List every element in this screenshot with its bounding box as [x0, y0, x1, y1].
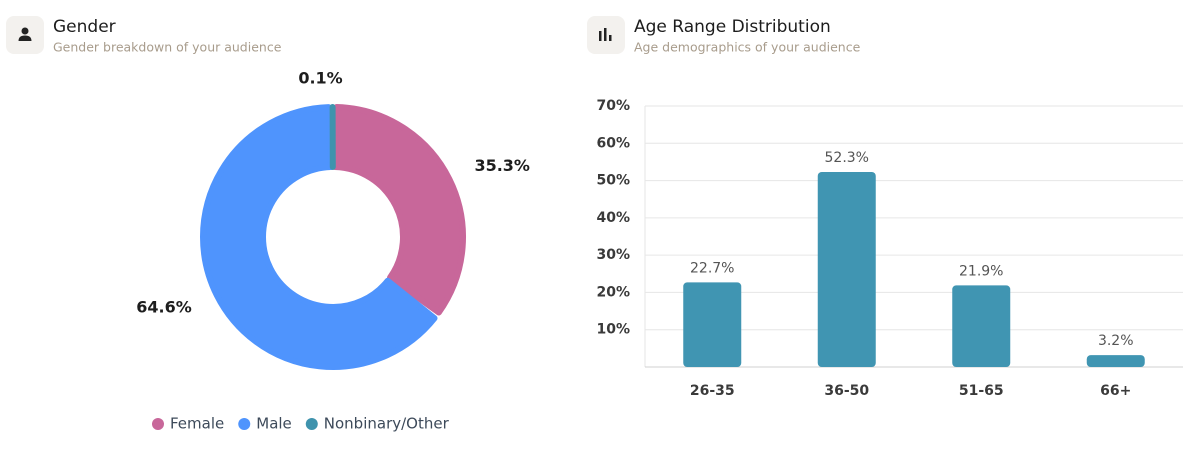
data-label: 0.1% [298, 69, 342, 88]
gender-icon-box [6, 16, 44, 54]
bar [683, 282, 742, 367]
legend-label: Nonbinary/Other [324, 415, 450, 433]
bar [817, 171, 876, 367]
legend-marker [238, 418, 251, 430]
donut-slice [200, 104, 438, 370]
legend-marker [152, 418, 164, 430]
y-tick-label: 50% [596, 173, 630, 189]
bar [952, 285, 1011, 367]
chart-title: Gender [53, 17, 116, 37]
y-tick-label: 30% [596, 247, 630, 263]
chart-subtitle: Age demographics of your audience [634, 40, 861, 55]
bar-icon [599, 28, 612, 41]
bar [1086, 355, 1145, 367]
y-tick-label: 40% [596, 210, 630, 226]
data-label: 3.2% [1098, 333, 1134, 349]
y-tick-label: 60% [596, 135, 630, 151]
data-label: 35.3% [474, 156, 530, 175]
person-icon [18, 27, 32, 41]
legend-label: Male [256, 415, 292, 433]
donut-slice [331, 104, 466, 316]
chart-subtitle: Gender breakdown of your audience [53, 40, 282, 55]
legend-marker [305, 418, 318, 430]
data-label: 21.9% [959, 263, 1003, 279]
data-label: 22.7% [690, 260, 734, 276]
chart-title: Age Range Distribution [634, 17, 831, 37]
data-label: 64.6% [136, 297, 192, 316]
x-tick-label: 66+ [1100, 383, 1131, 399]
y-tick-label: 70% [596, 98, 630, 114]
data-label: 52.3% [825, 150, 869, 166]
x-tick-label: 36-50 [824, 383, 869, 399]
y-tick-label: 10% [596, 322, 630, 338]
x-tick-label: 51-65 [959, 383, 1004, 399]
y-tick-label: 20% [596, 284, 630, 300]
x-tick-label: 26-35 [690, 383, 735, 399]
legend-label: Female [170, 415, 224, 433]
